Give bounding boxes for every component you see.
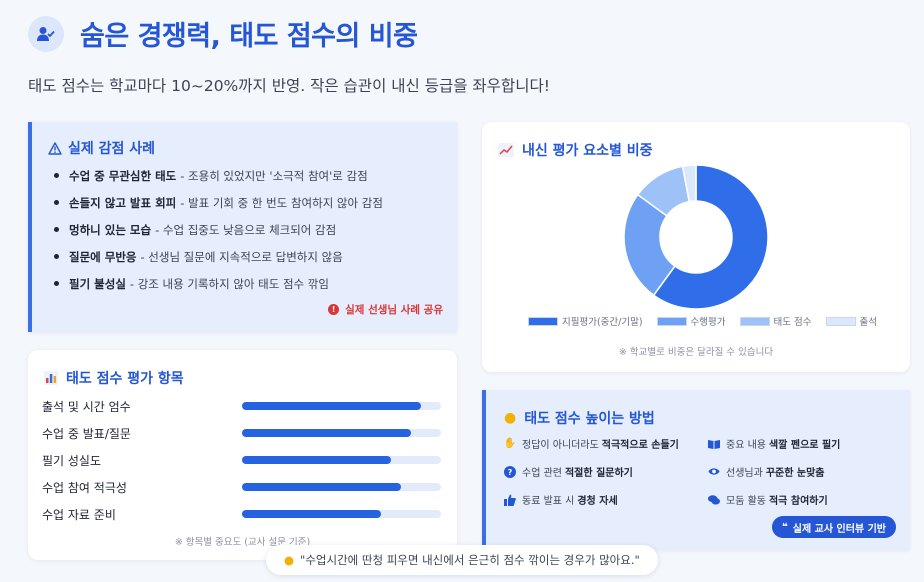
warning-icon [48,141,62,155]
legend-item: 수행평가 [656,314,726,328]
trend-chart-icon [498,143,514,157]
chart-note: ※ 학교별로 비중은 달라질 수 있습니다 [618,347,774,358]
legend-label: 태도 점수 [773,317,812,328]
cases-list: 수업 중 무관심한 태도 - 조용히 있었지만 '소극적 참여'로 감점 손들지 … [54,168,449,303]
tip-item: 중요 내용 색깔 펜으로 필기 [708,436,840,451]
exclamation-icon: ! [328,304,340,315]
donut-slice [652,164,769,310]
list-item: 질문에 무반응 - 선생님 질문에 지속적으로 답변하지 않음 [54,249,449,276]
evaluation-bar-track [242,483,441,491]
page-subtitle: 태도 점수는 학교마다 10~20%까지 반영. 작은 습관이 내신 등급을 좌… [28,77,550,95]
tips-card: ● 태도 점수 높이는 방법 ✋ 정답이 아니더라도 적극적으로 손들기 중요 내… [482,390,910,550]
deduction-cases-card: 실제 감점 사례 수업 중 무관심한 태도 - 조용히 있었지만 '소극적 참여'… [28,122,457,332]
list-item: 수업 중 무관심한 태도 - 조용히 있었지만 '소극적 참여'로 감점 [54,168,449,195]
donut-chart [623,164,769,310]
tip-item: 동료 발표 시 경청 자세 [504,492,618,507]
hand-raise-icon: ✋ [503,438,517,449]
tips-title: ● 태도 점수 높이는 방법 [504,410,655,427]
evaluation-bar-fill [242,483,402,491]
legend-swatch [739,316,770,326]
thumbs-up-icon [504,494,516,506]
evaluation-title: 태도 점수 평가 항목 [44,368,184,388]
evaluation-label: 출석 및 시간 엄수 [42,399,131,414]
evaluation-row: 출석 및 시간 엄수 [42,396,442,416]
book-icon [708,438,720,450]
evaluation-row: 수업 중 발표/질문 [42,423,442,443]
legend-swatch [528,316,558,326]
interview-badge: ❝ 실제 교사 인터뷰 기반 [771,516,896,538]
evaluation-bar-track [242,456,441,464]
grade-weight-chart-card: 내신 평가 요소별 비중 지필평가(중간/기말) 수행평가 태도 점수 출석 ※ 학교… [482,122,910,372]
legend-item: 출석 [825,314,877,328]
evaluation-label: 필기 성실도 [42,453,102,468]
evaluation-bar-track [242,429,441,437]
legend-label: 수행평가 [690,317,726,328]
comments-icon [708,494,720,506]
evaluation-note: ※ 항목별 중요도 (교사 설문 기준) [174,537,311,548]
legend-label: 출석 [859,317,877,328]
evaluation-bar-fill [242,456,392,464]
evaluation-label: 수업 참여 적극성 [42,480,127,495]
legend-item: 태도 점수 [739,314,812,328]
list-item: 필기 불성실 - 강조 내용 기록하지 않아 태도 점수 깎임 [54,276,449,303]
tip-item: ✋ 정답이 아니더라도 적극적으로 손들기 [503,438,679,451]
list-item: 손들지 않고 발표 회피 - 발표 기회 중 한 번도 참여하지 않아 감점 [54,195,449,222]
evaluation-row: 수업 자료 준비 [42,504,442,524]
svg-text:?: ? [508,468,513,477]
cases-title: 실제 감점 사례 [48,138,155,158]
teacher-case-share: ! 실제 선생님 사례 공유 [328,302,443,317]
quote-icon: ❝ [781,521,788,533]
evaluation-bar-track [242,402,441,410]
chart-legend: 지필평가(중간/기말) 수행평가 태도 점수 출석 [528,314,891,328]
lightbulb-icon: ● [284,553,295,567]
question-icon: ? [504,465,516,478]
legend-swatch [656,316,687,326]
legend-label: 지필평가(중간/기말) [562,317,643,328]
legend-item: 지필평가(중간/기말) [528,314,643,328]
eye-icon [708,466,720,478]
evaluation-bar-fill [242,510,382,518]
tip-item: 선생님과 꾸준한 눈맞춤 [708,464,825,479]
lightbulb-icon: ● [504,410,517,426]
tip-item: 모둠 활동 적극 참여하기 [708,492,828,507]
evaluation-row: 수업 참여 적극성 [42,477,442,497]
bar-chart-icon [44,371,58,385]
evaluation-bar-fill [242,402,422,410]
page-title: 숨은 경쟁력, 태도 점수의 비중 [80,21,418,52]
header: 숨은 경쟁력, 태도 점수의 비중 [28,14,418,53]
teacher-quote: ● "수업시간에 딴청 피우면 내신에서 은근히 점수 깎이는 경우가 많아요.… [266,545,658,575]
evaluation-label: 수업 중 발표/질문 [42,426,131,441]
chart-title: 내신 평가 요소별 비중 [498,140,653,160]
user-check-icon [28,15,64,52]
legend-swatch [825,316,856,326]
evaluation-label: 수업 자료 준비 [42,507,116,522]
donut-slice [681,164,697,203]
evaluation-row: 필기 성실도 [42,450,442,470]
evaluation-bar-fill [242,429,412,437]
tip-item: ? 수업 관련 적절한 질문하기 [504,464,633,479]
evaluation-bar-track [242,510,441,518]
list-item: 멍하니 있는 모습 - 수업 집중도 낮음으로 체크되어 감점 [54,222,449,249]
